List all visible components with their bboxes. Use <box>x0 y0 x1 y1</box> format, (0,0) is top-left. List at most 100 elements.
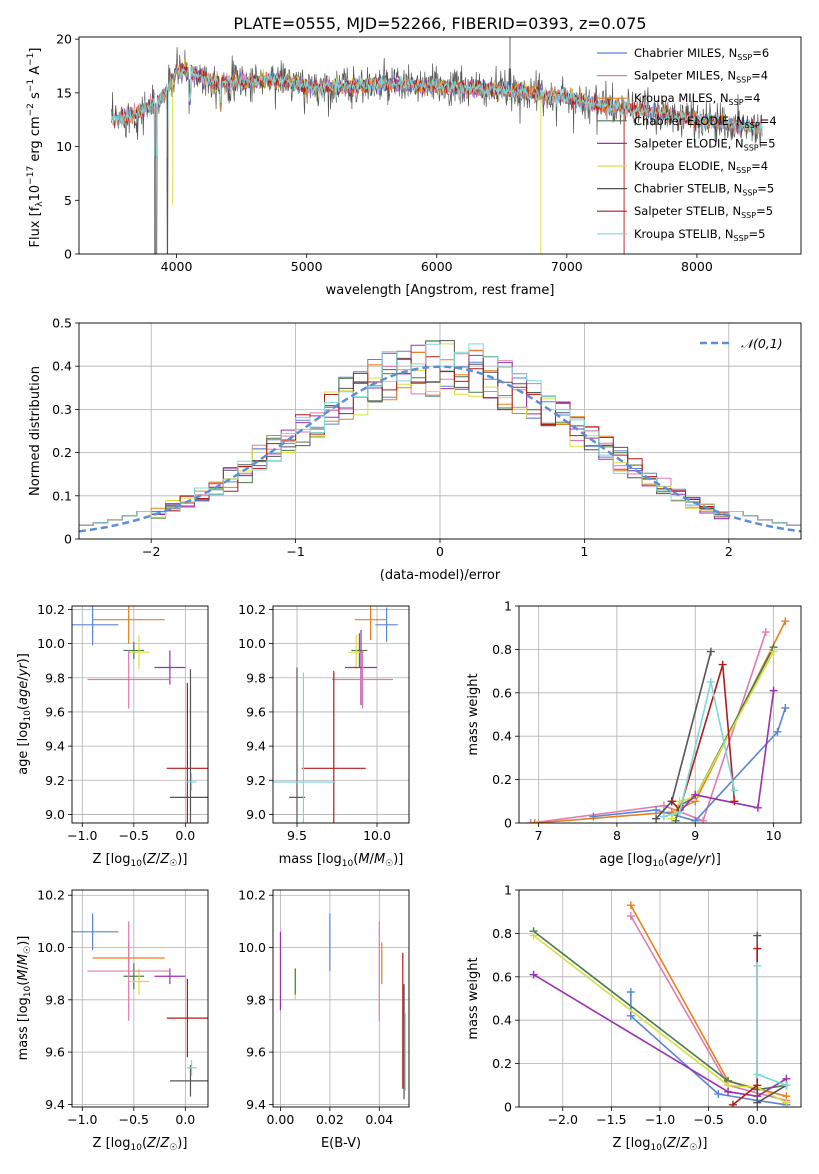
age_vs_mass-ytick-label: 9.2 <box>246 773 266 788</box>
errorbar-chabrier_miles <box>375 607 398 642</box>
age_vs_Z-frame <box>71 605 209 824</box>
age_vs_Z-points <box>72 606 208 823</box>
mass_vs_Z-ylabel: mass [log10(M/M☉)] <box>16 936 33 1061</box>
residuals-ytick-label: 0.2 <box>52 445 72 460</box>
age_vs_Z-ytick-label: 9.8 <box>45 670 65 685</box>
legend-entry-kroupa_stelib: Kroupa STELIB, NSSP=5 <box>597 227 765 243</box>
residuals-xtick-label: 1 <box>580 544 588 559</box>
weight-marker-chabrier_miles <box>781 703 790 712</box>
mass_vs_Z-ytick-label: 10.2 <box>37 888 65 903</box>
mass_weight_vs_Z-ytick-label: 0.8 <box>492 926 512 941</box>
age_vs_mass-ytick-label: 9.8 <box>246 670 266 685</box>
mass_vs_Z-xtick-label: −1.0 <box>67 1112 97 1127</box>
legend-label: Kroupa STELIB, NSSP=5 <box>634 227 765 243</box>
residuals-ytick-label: 0.1 <box>52 488 72 503</box>
age_vs_mass-xtick-label: 9.5 <box>287 828 307 843</box>
age_vs_Z-ytick-label: 9.0 <box>45 807 65 822</box>
errorbar-salpeter_miles <box>87 650 170 709</box>
age_vs_Z-xtick-label: −1.0 <box>67 828 97 843</box>
weight-line-salpeter_miles <box>530 631 767 823</box>
mass_vs_Z-xlabel: Z [log10(Z/Z☉)] <box>93 1136 188 1153</box>
mass_weight_vs_Z-xtick-label: −0.5 <box>693 1112 723 1127</box>
weight-marker-kroupa_elodie <box>667 814 676 823</box>
age_vs_mass-xtick-label: 10.0 <box>363 828 391 843</box>
weight-marker-chabrier_stelib <box>652 814 661 823</box>
weight-marker-salpeter_elodie <box>753 803 762 812</box>
weight-marker-kroupa_stelib <box>753 961 762 970</box>
errorbar-salpeter_elodie <box>345 629 377 706</box>
age_vs_mass-ytick-label: 10.0 <box>238 636 266 651</box>
weight-marker-kroupa_miles <box>626 901 635 910</box>
residuals-xtick-label: 0 <box>436 544 444 559</box>
errorbar-chabrier_miles <box>72 606 119 646</box>
legend-label: Salpeter STELIB, NSSP=5 <box>634 204 773 220</box>
weight-line-kroupa_stelib <box>756 966 787 1087</box>
errorbar-kroupa_stelib <box>273 672 336 823</box>
residuals-xlabel: (data-model)/error <box>380 568 501 583</box>
errorbar-chabrier_stelib <box>169 669 208 823</box>
spectrum-ytick-label: 0 <box>64 247 72 262</box>
weight-marker-kroupa_stelib <box>659 812 668 821</box>
errorbar-chabrier_elodie <box>351 633 368 668</box>
mass_weight_vs_age-ytick-label: 0.8 <box>492 642 512 657</box>
weight-marker-salpeter_stelib <box>667 797 676 806</box>
legend-entry-chabrier_stelib: Chabrier STELIB, NSSP=5 <box>597 182 774 198</box>
legend-entry-chabrier_miles: Chabrier MILES, NSSP=6 <box>597 46 769 62</box>
age_vs_mass-ytick-label: 9.0 <box>246 807 266 822</box>
errorbar-kroupa_stelib <box>186 1059 197 1076</box>
weight-marker-salpeter_stelib <box>730 797 739 806</box>
weight-line-kroupa_miles <box>534 620 787 823</box>
spectrum-legend: Chabrier MILES, NSSP=6 Salpeter MILES, NS… <box>597 46 777 243</box>
legend-entry-salpeter_miles: Salpeter MILES, NSSP=4 <box>597 69 768 85</box>
residuals-xtick-label: −2 <box>142 544 160 559</box>
weight-marker-chabrier_miles <box>691 816 700 823</box>
weight-marker-kroupa_stelib <box>730 786 739 795</box>
mass_weight_vs_Z-ylabel: mass weight <box>466 957 481 1039</box>
mass_weight_vs_Z-xtick-label: −1.0 <box>645 1112 675 1127</box>
mass_vs_Z-xtick-label: 0.0 <box>175 1112 195 1127</box>
mass_weight_vs_Z-xlabel: Z [log10(Z/Z☉)] <box>613 1136 708 1153</box>
residuals-ytick-label: 0.4 <box>52 359 72 374</box>
spectrum-frame <box>78 36 802 255</box>
mass_weight_vs_age-xtick-label: 9 <box>691 828 699 843</box>
mass_vs_Z-points <box>72 913 208 1097</box>
residuals-axes: −2 −1 0 1 2 0 0.1 0.2 0.3 0.4 0.5 <box>52 316 801 559</box>
weight-marker-salpeter_miles <box>659 801 668 810</box>
residuals-xtick-label: −1 <box>286 544 304 559</box>
errorbar-salpeter_miles <box>87 921 170 1021</box>
mass_vs_ebv-xtick-label: 0.02 <box>316 1112 344 1127</box>
mass_weight_vs_Z-xtick-label: −1.5 <box>596 1112 626 1127</box>
weight-line-chabrier_stelib <box>756 935 787 1105</box>
mass_weight_vs_Z-ytick-label: 0 <box>504 1100 512 1115</box>
legend-entry-chabrier_elodie: Chabrier ELODIE, NSSP=4 <box>597 114 777 130</box>
mass_vs_ebv-axes: 0.00 0.02 0.04 9.4 9.6 9.8 10.0 10.2 <box>238 888 409 1127</box>
weight-line-salpeter_stelib <box>671 664 736 812</box>
weight-line-kroupa_stelib <box>663 681 736 818</box>
residuals-frame <box>78 322 802 540</box>
age_vs_mass-points <box>273 606 398 823</box>
errorbar-kroupa_elodie <box>128 968 150 995</box>
residuals-hist <box>79 340 801 533</box>
errorbar-chabrier_elodie <box>123 641 145 659</box>
spectrum-ytick-label: 5 <box>64 193 72 208</box>
age_vs_mass-xlabel: mass [log10(M/M☉)] <box>279 852 404 869</box>
mass_weight_vs_age-ytick-label: 1 <box>504 599 512 614</box>
errorbar-chabrier_miles <box>72 913 119 951</box>
spectrum-ylabel: Flux [fλ10−17 erg cm−2 s−1 A−1] <box>26 48 45 248</box>
weight-line-salpeter_elodie <box>533 973 787 1098</box>
age_vs_Z-ytick-label: 9.2 <box>45 773 65 788</box>
legend-label: Salpeter MILES, NSSP=4 <box>634 69 768 85</box>
spectrum-xtick-label: 8000 <box>681 259 713 274</box>
age_vs_Z-ytick-label: 9.4 <box>45 739 65 754</box>
weight-marker-chabrier_miles <box>714 1089 723 1098</box>
age_vs_Z-ytick-label: 10.2 <box>37 602 65 617</box>
weight-marker-chabrier_miles <box>773 727 782 736</box>
weight-marker-chabrier_miles <box>652 805 661 814</box>
mass_weight_vs_age-xtick-label: 7 <box>535 828 543 843</box>
weight-marker-salpeter_miles <box>699 816 708 823</box>
residuals-xtick-label: 2 <box>725 544 733 559</box>
mass_vs_Z-ytick-label: 9.6 <box>45 1045 65 1060</box>
mass_vs_ebv-ytick-label: 10.0 <box>238 940 266 955</box>
